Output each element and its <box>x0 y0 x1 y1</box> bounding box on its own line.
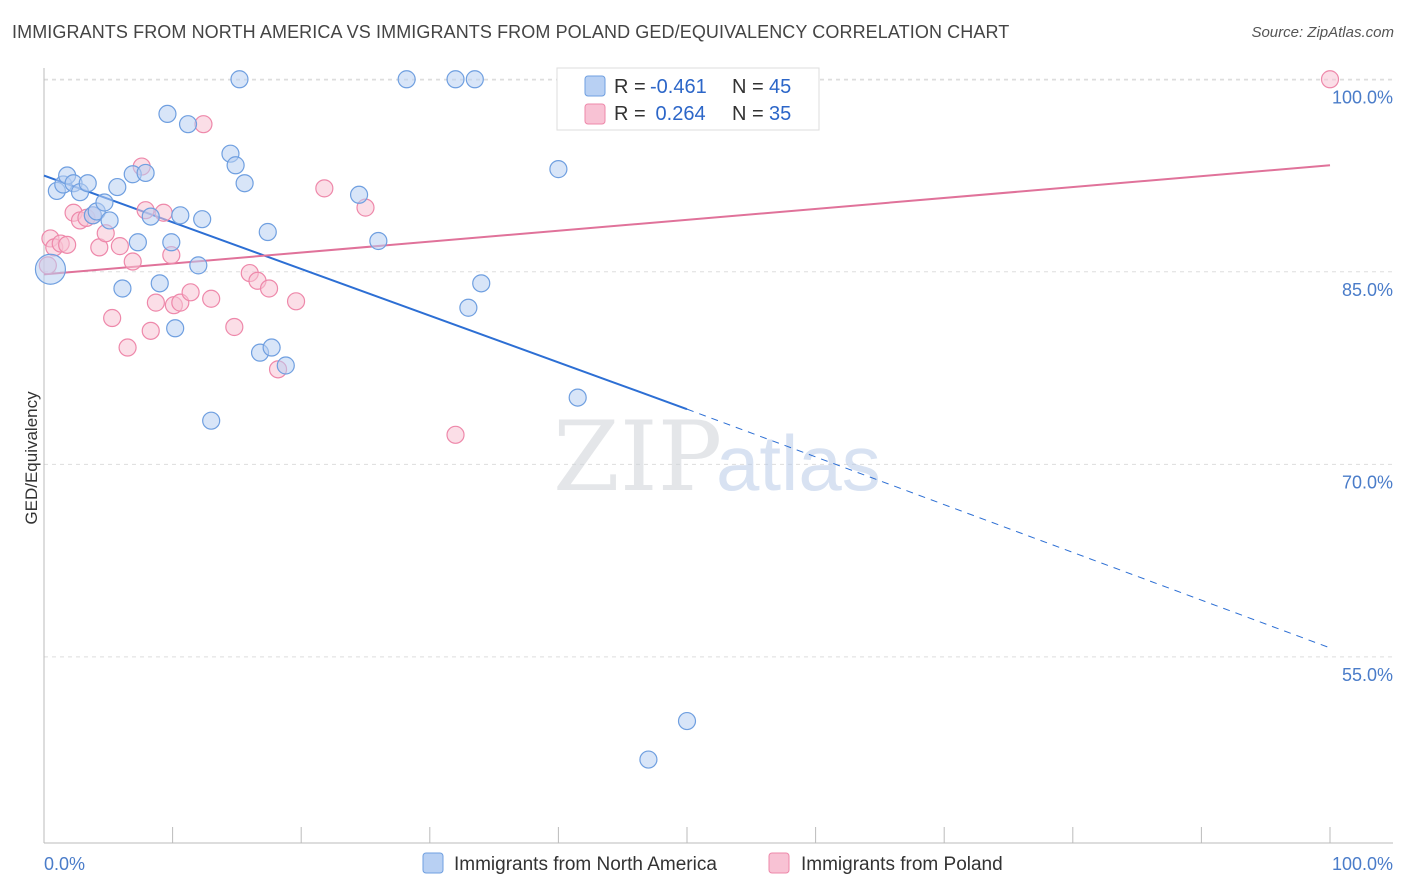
data-point-poland <box>194 115 213 134</box>
watermark-zip-text: ZIP <box>553 401 722 513</box>
data-point-north-america <box>472 274 491 293</box>
y-tick-labels: 55.0% 70.0% 85.0% 100.0% <box>1332 87 1393 685</box>
chart-title: IMMIGRANTS FROM NORTH AMERICA VS IMMIGRA… <box>12 22 1010 42</box>
y-tick-label: 55.0% <box>1342 665 1393 685</box>
data-point-north-america <box>136 163 155 183</box>
axes <box>43 68 1393 844</box>
data-point-north-america <box>34 253 67 285</box>
source-label: Source: ZipAtlas.com <box>1251 24 1394 41</box>
x-tick-label-left: 0.0% <box>44 854 85 874</box>
stats-legend-r-label-1: R = <box>614 76 646 98</box>
data-point-north-america <box>150 274 169 293</box>
data-point-north-america <box>202 411 221 430</box>
stats-legend-r-value-1: -0.461 <box>650 76 707 98</box>
data-point-north-america <box>549 160 568 179</box>
data-point-north-america <box>113 279 132 298</box>
data-point-north-america <box>446 70 465 89</box>
data-point-north-america <box>158 104 177 124</box>
data-point-north-america <box>369 231 388 251</box>
data-point-north-america <box>276 356 295 375</box>
trend-line-north-america-extension <box>686 408 1331 649</box>
data-point-north-america <box>189 256 208 275</box>
data-point-poland <box>123 252 142 271</box>
series-north-america-points <box>34 70 697 769</box>
data-point-north-america <box>459 298 478 317</box>
series-legend-swatch-blue <box>422 852 444 874</box>
data-point-north-america <box>128 233 147 252</box>
stats-legend-swatch-pink <box>584 103 606 125</box>
data-point-north-america <box>349 185 369 204</box>
data-point-poland <box>1320 70 1340 89</box>
watermark-atlas-text: atlas <box>716 419 881 507</box>
y-tick-label: 100.0% <box>1332 87 1393 107</box>
data-point-north-america <box>108 177 127 197</box>
data-point-north-america <box>262 338 281 357</box>
y-tick-label: 70.0% <box>1342 472 1393 492</box>
stats-legend-n-label-2: N = <box>732 103 764 125</box>
y-tick-label: 85.0% <box>1342 280 1393 300</box>
data-point-poland <box>103 308 122 328</box>
data-point-north-america <box>171 206 190 225</box>
data-point-poland <box>110 237 129 256</box>
data-point-north-america <box>141 207 160 226</box>
x-tick-label-right: 100.0% <box>1332 854 1393 874</box>
data-point-north-america <box>178 115 198 134</box>
data-point-poland <box>146 293 165 312</box>
stats-legend: R = -0.461 N = 45 R = 0.264 N = 35 <box>556 67 820 131</box>
data-point-north-america <box>677 711 697 731</box>
data-point-poland <box>202 289 221 308</box>
data-point-north-america <box>78 174 97 193</box>
stats-legend-r-value-2: 0.264 <box>650 103 706 125</box>
stats-legend-n-label-1: N = <box>732 76 764 98</box>
data-point-north-america <box>100 211 119 230</box>
data-point-north-america <box>226 156 245 175</box>
data-point-north-america <box>397 70 416 89</box>
data-point-poland <box>118 338 137 357</box>
series-legend: Immigrants from North America Immigrants… <box>422 852 1003 875</box>
data-point-north-america <box>639 750 658 769</box>
watermark: ZIP atlas <box>553 401 881 513</box>
data-point-poland <box>259 279 279 298</box>
data-point-poland <box>446 425 465 444</box>
data-point-north-america <box>193 210 212 229</box>
series-legend-label-north-america: Immigrants from North America <box>454 854 717 875</box>
data-point-north-america <box>166 319 185 338</box>
data-point-north-america <box>95 193 114 212</box>
data-point-poland <box>58 235 77 254</box>
data-point-north-america <box>230 70 249 89</box>
data-point-poland <box>225 317 244 337</box>
stats-legend-n-value-2: 35 <box>769 103 791 125</box>
data-point-poland <box>141 321 160 340</box>
data-point-north-america <box>162 233 181 252</box>
stats-legend-swatch-blue <box>584 75 606 97</box>
stats-legend-r-label-2: R = <box>614 103 646 125</box>
data-point-poland <box>181 283 200 302</box>
data-point-north-america <box>568 388 587 407</box>
data-point-north-america <box>258 222 277 242</box>
gridlines <box>44 78 1393 658</box>
trend-line-poland <box>43 164 1331 276</box>
data-point-poland <box>315 179 334 198</box>
data-point-north-america <box>465 70 484 89</box>
series-legend-label-poland: Immigrants from Poland <box>801 854 1003 875</box>
y-axis-label: GED/Equivalency <box>22 391 41 525</box>
data-point-poland <box>286 292 306 311</box>
series-legend-swatch-pink <box>768 852 790 874</box>
stats-legend-n-value-1: 45 <box>769 76 791 98</box>
data-point-north-america <box>235 174 254 193</box>
